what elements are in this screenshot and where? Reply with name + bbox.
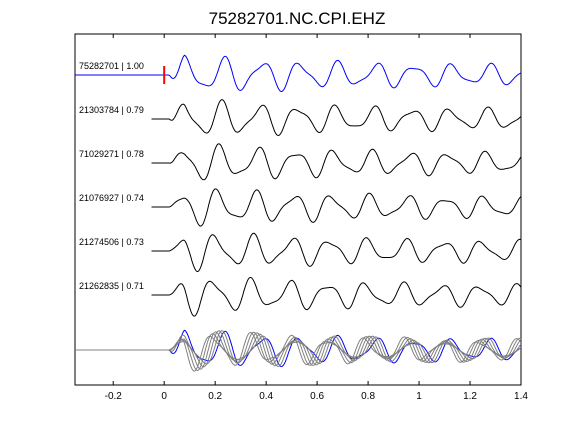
overlay-trace [75,331,522,372]
trace-label: 21076927 | 0.74 [79,193,144,203]
x-tick-label: 1.4 [514,391,528,402]
trace-line [151,277,522,317]
x-tick-label: 0.8 [361,391,375,402]
trace-label: 75282701 | 1.00 [79,61,144,71]
trace-label: 71029271 | 0.78 [79,149,144,159]
trace-label: 21303784 | 0.79 [79,105,144,115]
x-tick-label: 0 [161,391,167,402]
trace-line [151,188,522,227]
trace-line [151,99,522,137]
plot-area: -0.2 0 0.2 0.4 0.6 0.8 1 1.2 1.4 75282701 | 1.00 2… [74,33,528,402]
trace-label: 21262835 | 0.71 [79,281,144,291]
x-tick-label: 0.6 [310,391,324,402]
x-tick-label: 1 [416,391,422,402]
trace-line [151,232,522,273]
x-tick-label: 0.2 [208,391,222,402]
plot-frame [74,33,522,386]
trace-label: 21274506 | 0.73 [79,237,144,247]
trace-line [75,54,522,93]
x-tick-label: 0.4 [259,391,273,402]
x-tick-label: 1.2 [463,391,477,402]
x-tick-label: -0.2 [105,391,123,402]
trace-line [151,143,522,181]
overlay-trace [75,331,522,370]
chart-title: 75282701.NC.CPI.EHZ [209,9,386,28]
